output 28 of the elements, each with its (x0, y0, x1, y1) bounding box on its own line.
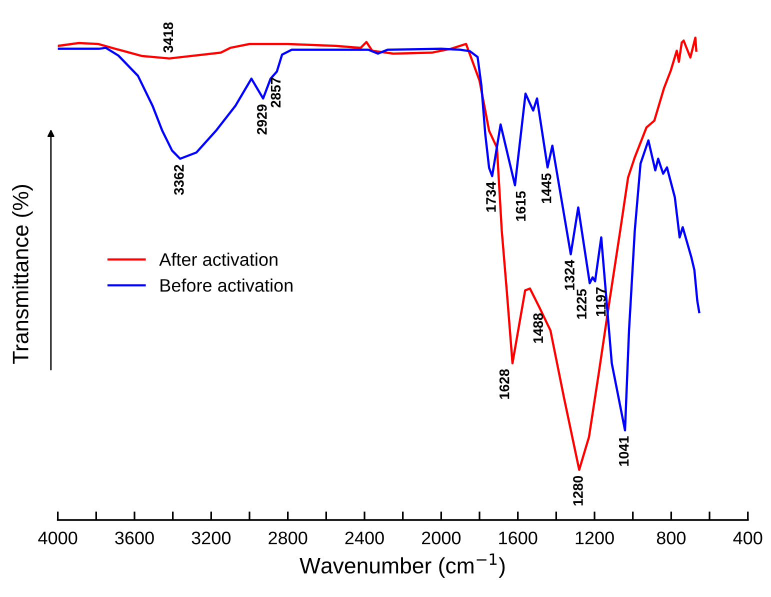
annotation: 1197 (596, 287, 606, 316)
annotation: 1280 (573, 476, 583, 506)
x-tick-label: 800 (656, 532, 686, 544)
y-axis-title: Transmittance (%) (12, 185, 33, 364)
x-tick-label: 1200 (576, 532, 614, 544)
x-tick-label: 2400 (345, 532, 384, 544)
x-tick-label: 2800 (268, 532, 308, 544)
annotation: 1615 (516, 191, 526, 221)
annotation: 2857 (270, 78, 281, 108)
annotation: 1041 (618, 436, 629, 466)
x-tick-label: 1600 (499, 532, 538, 544)
annotation: 1445 (542, 173, 552, 204)
annotation: 1628 (499, 369, 510, 399)
x-tick-label: 3200 (192, 532, 231, 544)
x-tick-label: 3600 (115, 532, 154, 544)
legend-label: Before activation (160, 278, 292, 292)
annotation: 1225 (576, 289, 587, 319)
annotation: 3418 (163, 22, 174, 53)
legend-label: After activation (159, 252, 278, 266)
annotation: 1324 (564, 260, 575, 290)
x-axis-title: Wavenumber (cm$^{−1}$) (300, 553, 505, 578)
x-tick-label: 2000 (422, 532, 461, 544)
annotation: 1488 (533, 313, 544, 343)
annotation: 2929 (257, 104, 267, 134)
x-tick-label: 400 (733, 532, 762, 544)
annotation: 3362 (174, 164, 184, 195)
x-tick-label: 4000 (38, 532, 78, 544)
annotation: 1734 (486, 182, 496, 212)
